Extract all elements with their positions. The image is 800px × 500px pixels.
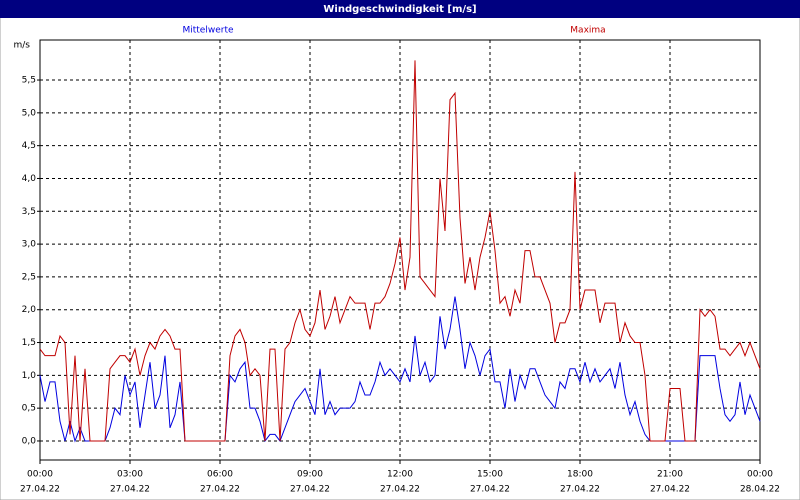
- x-tick-date: 27.04.22: [20, 485, 60, 495]
- y-tick-label: 5,5: [22, 76, 36, 86]
- x-tick-date: 27.04.22: [290, 485, 330, 495]
- x-tick-date: 27.04.22: [470, 485, 510, 495]
- y-tick-label: 3,0: [22, 240, 37, 250]
- x-tick-label: 18:00: [567, 470, 593, 480]
- x-tick-label: 12:00: [387, 470, 413, 480]
- y-axis-label: m/s: [14, 41, 31, 51]
- y-tick-label: 4,5: [22, 141, 36, 151]
- x-tick-label: 06:00: [207, 470, 233, 480]
- legend-entry: Mittelwerte: [182, 26, 233, 36]
- x-tick-label: 15:00: [477, 470, 503, 480]
- x-tick-date: 28.04.22: [740, 485, 780, 495]
- x-tick-label: 00:00: [27, 470, 53, 480]
- y-tick-label: 0,5: [22, 404, 36, 414]
- x-tick-date: 27.04.22: [110, 485, 150, 495]
- x-tick-label: 21:00: [657, 470, 683, 480]
- data-line: [39, 60, 761, 442]
- y-tick-label: 1,5: [22, 338, 36, 348]
- x-tick-date: 27.04.22: [380, 485, 420, 495]
- y-tick-label: 1,0: [22, 371, 37, 381]
- x-tick-label: 03:00: [117, 470, 143, 480]
- x-tick-label: 09:00: [297, 470, 323, 480]
- chart-title: Windgeschwindigkeit [m/s]: [323, 4, 476, 15]
- x-tick-date: 27.04.22: [560, 485, 600, 495]
- y-tick-label: 2,5: [22, 272, 36, 282]
- x-tick-date: 27.04.22: [650, 485, 690, 495]
- data-line: [39, 296, 761, 443]
- y-tick-label: 5,0: [22, 108, 37, 118]
- y-tick-label: 0,0: [22, 436, 37, 446]
- y-tick-label: 2,0: [22, 305, 37, 315]
- title-bar: [0, 0, 800, 18]
- legend-entry: Maxima: [570, 26, 605, 36]
- y-tick-label: 4,0: [22, 174, 37, 184]
- x-tick-label: 00:00: [747, 470, 773, 480]
- y-tick-label: 3,5: [22, 207, 36, 217]
- x-tick-date: 27.04.22: [200, 485, 240, 495]
